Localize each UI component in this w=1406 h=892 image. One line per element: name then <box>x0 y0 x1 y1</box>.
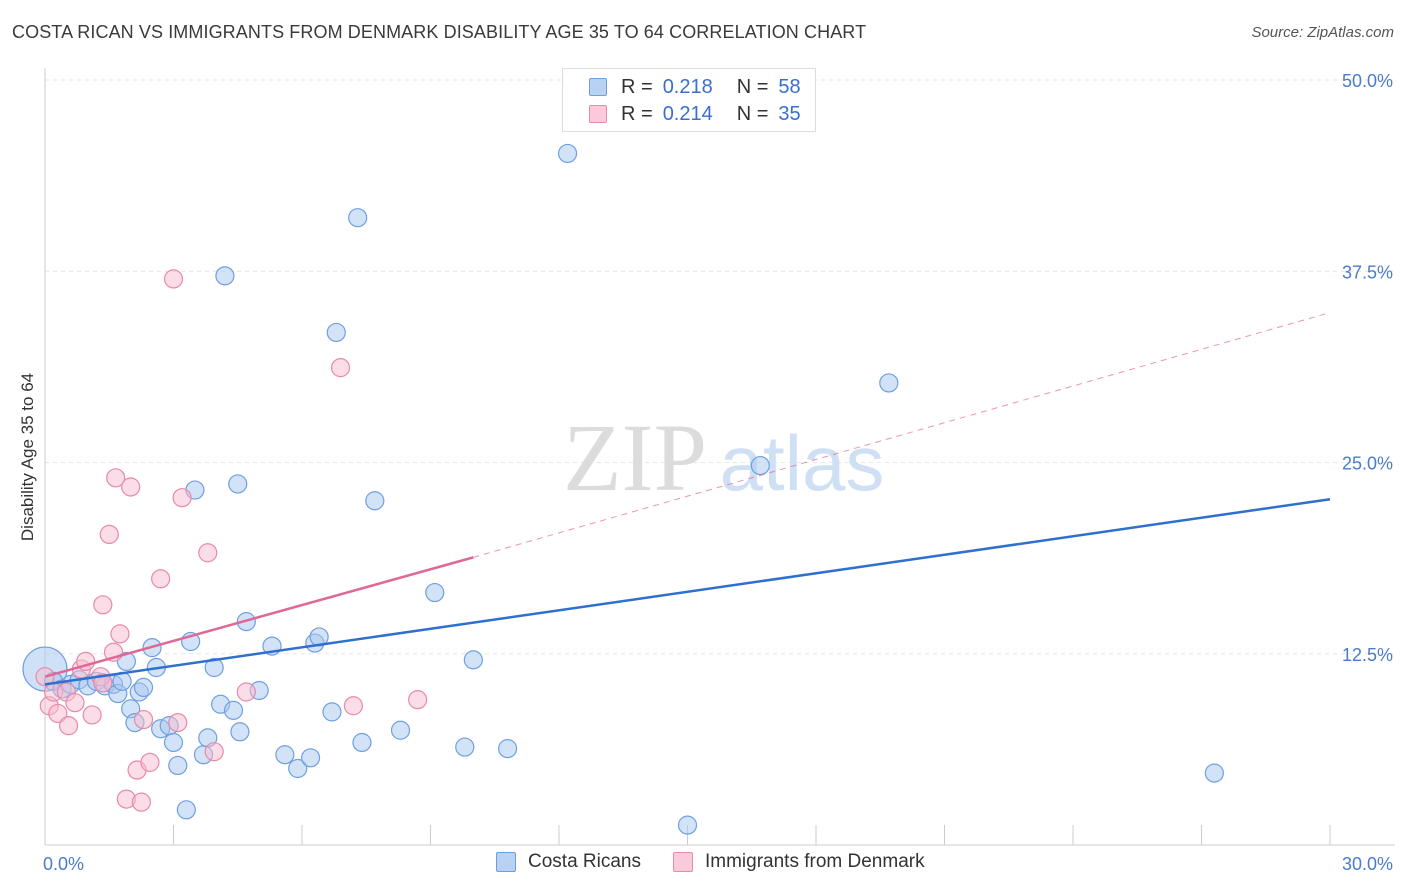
series-immigrants-from-denmark <box>35 269 428 812</box>
denmark-point-20 <box>131 792 151 812</box>
costa-rican-point-31 <box>228 474 248 494</box>
costa-rican-point-43 <box>348 208 368 228</box>
tick-labels: 12.5% 25.0% 37.5% 50.0% 0.0% 30.0% <box>43 71 1393 874</box>
denmark-point-29 <box>236 682 256 702</box>
denmark-point-15 <box>106 468 126 488</box>
denmark-point-30 <box>330 358 351 378</box>
trend-line-2 <box>473 312 1331 558</box>
denmark-point-23 <box>151 569 171 589</box>
denmark-point-5 <box>58 716 79 736</box>
denmark-point-31 <box>343 696 363 716</box>
costa-rican-point-36 <box>275 745 295 765</box>
costa-rican-point-53 <box>750 455 770 476</box>
denmark-point-25 <box>168 712 188 733</box>
denmark-point-21 <box>133 709 154 730</box>
denmark-point-26 <box>172 488 192 508</box>
costa-rican-point-50 <box>498 739 518 759</box>
y-tick-label-2: 37.5% <box>1342 262 1393 282</box>
legend-n-value: 58 <box>778 75 801 98</box>
trend-line-1 <box>44 556 474 678</box>
costa-rican-point-44 <box>352 732 372 753</box>
costa-rican-point-48 <box>455 737 475 757</box>
legend-r-value: 0.214 <box>662 102 713 125</box>
legend-swatch-blue <box>496 852 516 872</box>
x-tick-label-0: 0.0% <box>43 854 84 874</box>
costa-rican-point-38 <box>300 748 321 768</box>
legend-item-denmark: Immigrants from Denmark <box>673 851 925 873</box>
legend-label-denmark: Immigrants from Denmark <box>705 851 925 872</box>
legend-swatch-pink <box>673 852 693 872</box>
costa-rican-point-51 <box>557 143 578 164</box>
denmark-point-9 <box>82 705 102 725</box>
watermark-zip: ZIP <box>563 404 707 511</box>
costa-rican-point-30 <box>223 700 244 720</box>
costa-rican-point-46 <box>390 720 411 740</box>
costa-rican-point-21 <box>168 755 188 776</box>
costa-rican-point-45 <box>365 491 385 511</box>
source-credit: Source: ZipAtlas.com <box>1251 24 1394 41</box>
costa-rican-point-54 <box>879 373 899 393</box>
legend-n-label: N = <box>736 102 769 125</box>
legend-r-label: R = <box>621 102 653 125</box>
denmark-point-13 <box>99 524 119 545</box>
costa-rican-point-55 <box>1204 763 1224 783</box>
denmark-point-22 <box>140 752 160 772</box>
costa-rican-point-52 <box>677 815 698 835</box>
legend-row-denmark: R = 0.214 N = 35 <box>589 102 801 126</box>
legend-row-costa-ricans: R = 0.218 N = 58 <box>589 75 801 99</box>
legend-r-value: 0.218 <box>662 75 713 98</box>
denmark-point-32 <box>408 690 428 710</box>
costa-rican-point-32 <box>230 722 250 742</box>
costa-rican-point-20 <box>163 732 184 753</box>
axes <box>44 68 1395 846</box>
y-tick-label-3: 50.0% <box>1342 71 1393 91</box>
y-axis-label: Disability Age 35 to 64 <box>18 373 37 541</box>
denmark-point-11 <box>93 673 113 693</box>
y-tick-label-1: 25.0% <box>1342 454 1393 474</box>
x-tick-label-1: 30.0% <box>1342 854 1393 874</box>
watermark: ZIP atlas <box>563 404 884 511</box>
legend-swatch-blue <box>589 78 607 96</box>
costa-rican-point-37 <box>288 758 308 779</box>
costa-rican-point-29 <box>215 266 235 286</box>
denmark-point-28 <box>204 742 224 762</box>
chart-title: COSTA RICAN VS IMMIGRANTS FROM DENMARK D… <box>12 22 867 42</box>
trend-lines <box>44 312 1331 686</box>
denmark-point-12 <box>93 595 113 615</box>
legend-n-value: 35 <box>778 102 801 125</box>
legend-r-label: R = <box>621 75 653 98</box>
legend-n-label: N = <box>736 75 769 98</box>
costa-rican-point-22 <box>176 800 196 820</box>
costa-rican-point-15 <box>133 677 154 698</box>
legend-label-costa-ricans: Costa Ricans <box>528 851 641 872</box>
costa-rican-point-49 <box>463 650 483 670</box>
costa-rican-point-47 <box>425 582 445 603</box>
y-tick-label-0: 12.5% <box>1342 645 1393 665</box>
denmark-point-3 <box>48 703 68 724</box>
costa-rican-point-42 <box>326 322 346 343</box>
series-legend: Costa Ricans Immigrants from Denmark <box>496 851 957 873</box>
legend-item-costa-ricans: Costa Ricans <box>496 851 641 873</box>
legend-swatch-pink <box>589 105 607 123</box>
denmark-point-24 <box>163 269 184 289</box>
stats-legend: R = 0.218 N = 58 R = 0.214 N = 35 <box>562 68 816 132</box>
trend-line-0 <box>44 497 1331 686</box>
costa-rican-point-41 <box>322 702 342 722</box>
denmark-point-6 <box>65 693 85 713</box>
grid-lines <box>45 79 1395 655</box>
denmark-point-18 <box>121 477 141 497</box>
costa-rican-point-27 <box>204 657 224 678</box>
denmark-point-16 <box>110 624 130 644</box>
denmark-point-27 <box>198 543 218 563</box>
